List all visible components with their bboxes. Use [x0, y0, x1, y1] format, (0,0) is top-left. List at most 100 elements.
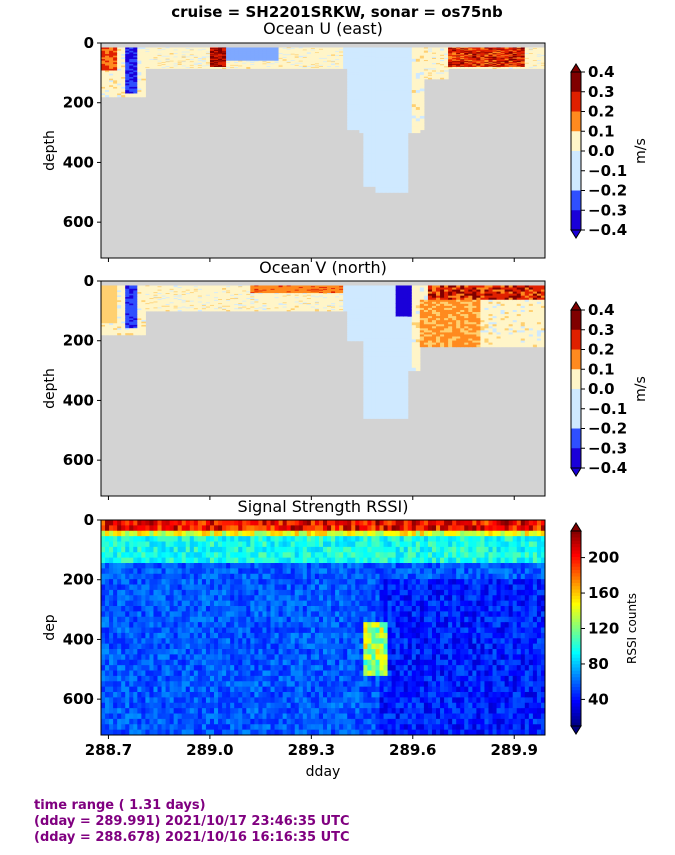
heatmap-cell [302, 310, 308, 312]
heatmap-cell [407, 64, 413, 68]
heatmap-cell [238, 62, 243, 64]
heatmap-cell [181, 66, 187, 68]
heatmap-cell [327, 64, 332, 67]
heatmap-cell [302, 51, 308, 53]
heatmap-cell [165, 59, 171, 61]
heatmap-cell [270, 66, 276, 69]
heatmap-cell [375, 148, 381, 155]
heatmap-cell [125, 52, 130, 55]
heatmap-cell [391, 71, 397, 77]
heatmap-cell [355, 80, 360, 84]
heatmap-cell [331, 62, 336, 64]
heatmap-cell [363, 70, 368, 76]
heatmap-cell [145, 65, 150, 67]
heatmap-cell [302, 67, 308, 69]
heatmap-cell [306, 49, 312, 51]
heatmap-cell [367, 181, 372, 187]
heatmap-cell [427, 64, 433, 66]
heatmap-cell [266, 52, 272, 54]
heatmap-cell [181, 62, 187, 64]
colorbar: 0.40.30.20.10.0−0.1−0.2−0.3−0.4m/s [570, 63, 649, 239]
heatmap-cell [290, 66, 296, 69]
heatmap-cell [371, 177, 376, 183]
heatmap-cell [419, 69, 425, 73]
heatmap-cell [109, 73, 114, 76]
heatmap-cell [367, 61, 372, 67]
heatmap-cell [310, 53, 316, 55]
heatmap-cell [294, 48, 300, 50]
heatmap-cell [464, 64, 469, 66]
heatmap-cell [246, 50, 251, 53]
heatmap-cell [464, 55, 469, 58]
heatmap-cell [258, 62, 263, 64]
heatmap-cell [205, 63, 211, 65]
heatmap-cell [343, 62, 348, 65]
heatmap-cell [327, 49, 332, 51]
heatmap-cell [218, 62, 223, 64]
heatmap-cell [444, 75, 449, 78]
heatmap-cell [367, 112, 372, 118]
heatmap-cell [371, 75, 376, 81]
heatmap-cell [395, 90, 401, 97]
heatmap-cell [343, 54, 348, 56]
heatmap-cell [286, 55, 292, 58]
heatmap-cell [395, 158, 401, 164]
heatmap-cell [339, 52, 344, 54]
heatmap-cell [230, 56, 235, 58]
heatmap-cell [105, 63, 110, 67]
heatmap-cell [286, 58, 292, 60]
heatmap-cell [262, 47, 267, 49]
heatmap-cell [391, 173, 397, 179]
heatmap-cell [145, 60, 150, 62]
heatmap-cell [234, 48, 239, 51]
heatmap-cell [246, 66, 251, 69]
heatmap-cell [278, 64, 284, 67]
heatmap-cell [306, 65, 312, 67]
heatmap-cell [395, 115, 401, 121]
heatmap-cell [117, 60, 122, 63]
heatmap-cell [153, 50, 159, 53]
heatmap-cell [310, 66, 316, 69]
heatmap-cell [403, 163, 409, 169]
heatmap-cell [266, 58, 272, 60]
heatmap-cell [222, 59, 227, 61]
heatmap-cell [149, 53, 154, 55]
heatmap-cell [363, 93, 368, 99]
heatmap-cell [403, 129, 409, 135]
heatmap-cell [209, 55, 215, 58]
heatmap-cell [205, 66, 211, 68]
heatmap-cell [395, 105, 401, 111]
heatmap-cell [468, 61, 473, 63]
heatmap-cell [157, 55, 163, 58]
heatmap-cell [234, 61, 239, 63]
heatmap-cell [383, 52, 389, 58]
heatmap-cell [415, 101, 421, 105]
heatmap-cell [197, 47, 203, 49]
heatmap-cell [472, 48, 477, 51]
heatmap-cell [427, 65, 433, 67]
heatmap-cell [137, 90, 142, 93]
heatmap-cell [395, 71, 401, 77]
heatmap-cell [246, 49, 251, 51]
heatmap-cell [327, 63, 332, 65]
heatmap-cell [351, 102, 356, 106]
heatmap-cell [351, 107, 356, 111]
heatmap-cell [452, 53, 457, 55]
heatmap-cell [298, 57, 304, 60]
heatmap-cell [141, 93, 146, 96]
heatmap-cell [234, 51, 239, 53]
heatmap-cell [214, 51, 219, 53]
heatmap-cell [436, 48, 441, 51]
heatmap-cell [407, 73, 413, 77]
heatmap-cell [113, 333, 118, 336]
heatmap-cell [363, 61, 368, 67]
heatmap-cell [254, 56, 259, 58]
heatmap-cell [238, 64, 243, 67]
heatmap-cell [456, 50, 461, 53]
heatmap-cell [234, 62, 239, 65]
heatmap-cell [427, 72, 433, 75]
heatmap-cell [383, 86, 389, 92]
heatmap-cell [306, 53, 312, 55]
heatmap-cell [157, 63, 163, 65]
heatmap-cell [423, 48, 429, 51]
